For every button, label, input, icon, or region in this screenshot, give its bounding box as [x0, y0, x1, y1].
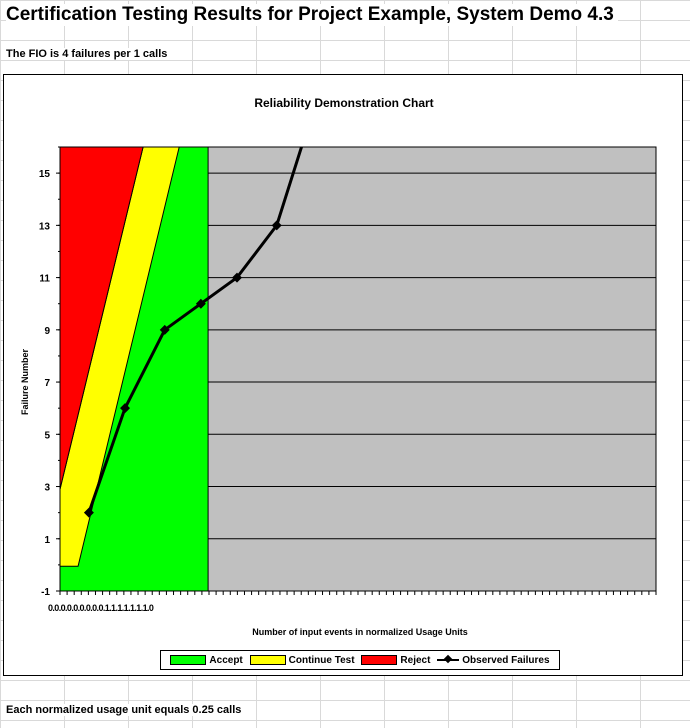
y-tick-label-3: 5	[44, 430, 50, 441]
observed-failure-point	[120, 403, 131, 414]
chart-title: Reliability Demonstration Chart	[254, 96, 433, 110]
chart-legend: Accept Continue Test Reject Observed Fai…	[160, 650, 560, 670]
y-tick-label-8: 15	[39, 169, 51, 180]
y-tick-label-2: 3	[44, 483, 50, 494]
reject-region	[60, 147, 144, 490]
fio-text: The FIO is 4 failures per 1 calls	[6, 48, 168, 60]
legend-label-continue: Continue Test	[288, 654, 355, 666]
y-tick-label-5: 9	[44, 326, 50, 337]
legend-label-accept: Accept	[209, 654, 243, 666]
observed-failure-point	[83, 507, 94, 518]
continue-region	[60, 147, 180, 567]
observed-failure-point	[159, 324, 170, 335]
x-tick-labels: 0.0.0.0.0.0.0.0.0.1.1.1.1.1.1.1.0	[48, 603, 154, 613]
observed-failure-point	[271, 220, 282, 231]
y-tick-label-1: 1	[44, 535, 50, 546]
legend-label-observed: Observed Failures	[462, 654, 550, 666]
observed-failure-point	[231, 272, 242, 283]
plot-frame	[59, 146, 657, 592]
reject-swatch	[361, 655, 398, 665]
observed-failure-point	[195, 298, 206, 309]
observed-line-swatch	[437, 659, 460, 661]
footer-note: Each normalized usage unit equals 0.25 c…	[6, 704, 246, 716]
y-tick-label-0: -1	[41, 587, 50, 598]
legend-item-accept: Accept	[170, 654, 243, 666]
legend-item-continue: Continue Test	[249, 654, 355, 666]
legend-item-reject: Reject	[361, 655, 430, 666]
legend-label-reject: Reject	[400, 654, 431, 666]
y-tick-label-4: 7	[44, 378, 50, 389]
page-title: Certification Testing Results for Projec…	[6, 4, 618, 26]
x-axis-label: Number of input events in normalized Usa…	[252, 627, 468, 637]
chart-container[interactable]: -1 1 3 5 7 9 11 13 15 Reliability Demonstration …	[3, 74, 683, 676]
continue-swatch	[249, 655, 286, 665]
y-axis-label: Failure Number	[20, 348, 30, 415]
y-tick-label-6: 11	[39, 274, 50, 285]
legend-item-observed: Observed Failures	[437, 654, 550, 666]
accept-swatch	[170, 655, 207, 665]
y-tick-label-7: 13	[39, 221, 51, 232]
